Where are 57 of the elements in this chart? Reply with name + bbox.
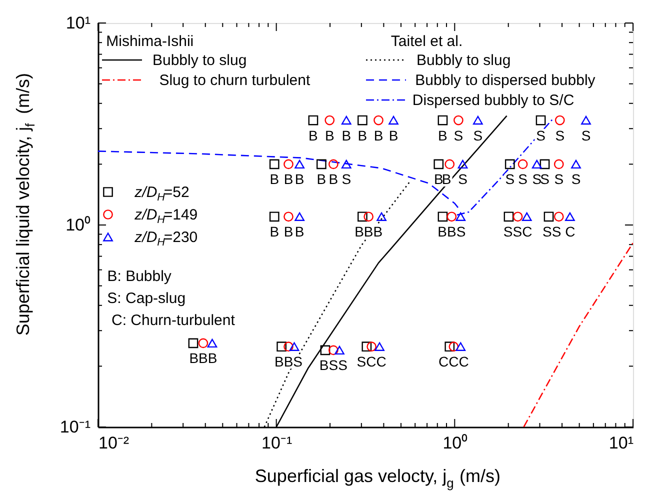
annotation: B	[434, 171, 444, 188]
y-axis-title: Superficial liquid velocity, jf (m/s)	[13, 73, 38, 336]
annotation: B	[284, 224, 294, 240]
annotation: B	[308, 127, 318, 144]
annotation: CCC	[438, 354, 469, 370]
annotation: Mishima-Ishii	[106, 33, 194, 50]
annotation: S	[540, 171, 550, 188]
annotation: B	[316, 171, 326, 188]
annotation: S	[342, 171, 352, 188]
annotation: B	[328, 171, 338, 188]
annotation: SSC	[503, 224, 532, 240]
annotation: SS C	[542, 224, 576, 240]
annotation: S	[554, 171, 564, 188]
legend-label: Slug to churn turbulent	[159, 72, 311, 89]
legend-label: Bubbly to slug	[416, 52, 511, 69]
annotation: B	[358, 127, 368, 144]
annotation: BBS	[274, 354, 302, 370]
annotation: S	[581, 127, 591, 144]
annotation: B	[374, 127, 384, 144]
annotation: BBS	[438, 224, 466, 240]
annotation: B	[342, 127, 352, 144]
x-tick-label: 10⁻²	[98, 434, 130, 452]
legend-label: Dispersed bubbly to S/C	[412, 92, 574, 109]
annotation: BBB	[354, 224, 383, 240]
annotation: BSS	[319, 357, 348, 374]
x-tick-label: 10¹	[608, 434, 634, 452]
annotation: S	[571, 171, 581, 188]
annotation: SCC	[356, 354, 386, 370]
annotation: S: Cap-slug	[107, 290, 186, 307]
annotation: B	[438, 127, 448, 144]
annotation: B	[294, 171, 304, 188]
annotation: S	[458, 171, 468, 188]
annotation: S	[473, 127, 483, 144]
y-tick-label: 10⁰	[66, 216, 90, 234]
annotation: B: Bubbly	[107, 268, 172, 285]
annotation: Taitel et al.	[390, 33, 463, 50]
annotation: C: Churn-turbulent	[111, 312, 236, 329]
annotation: S	[518, 171, 528, 188]
annotation: B	[284, 171, 294, 188]
y-tick-label: 10¹	[66, 14, 91, 32]
annotation: B	[270, 224, 280, 240]
annotation: BBB	[189, 350, 218, 366]
legend-label: Bubbly to dispersed bubbly	[415, 72, 596, 89]
annotation: B	[388, 127, 398, 144]
annotation: B	[294, 224, 304, 240]
annotation: B	[270, 171, 280, 188]
y-tick-label: 10⁻¹	[60, 418, 91, 436]
annotation: S	[454, 127, 464, 144]
annotation: S	[555, 127, 565, 144]
x-tick-label: 10⁻¹	[262, 434, 292, 452]
annotation: S	[532, 171, 542, 188]
annotation: B	[442, 171, 452, 188]
annotation: S	[536, 127, 546, 144]
legend-label: Bubbly to slug	[152, 52, 247, 69]
annotation: S	[505, 171, 515, 188]
annotation: B	[324, 127, 334, 144]
x-tick-label: 10⁰	[442, 434, 468, 452]
